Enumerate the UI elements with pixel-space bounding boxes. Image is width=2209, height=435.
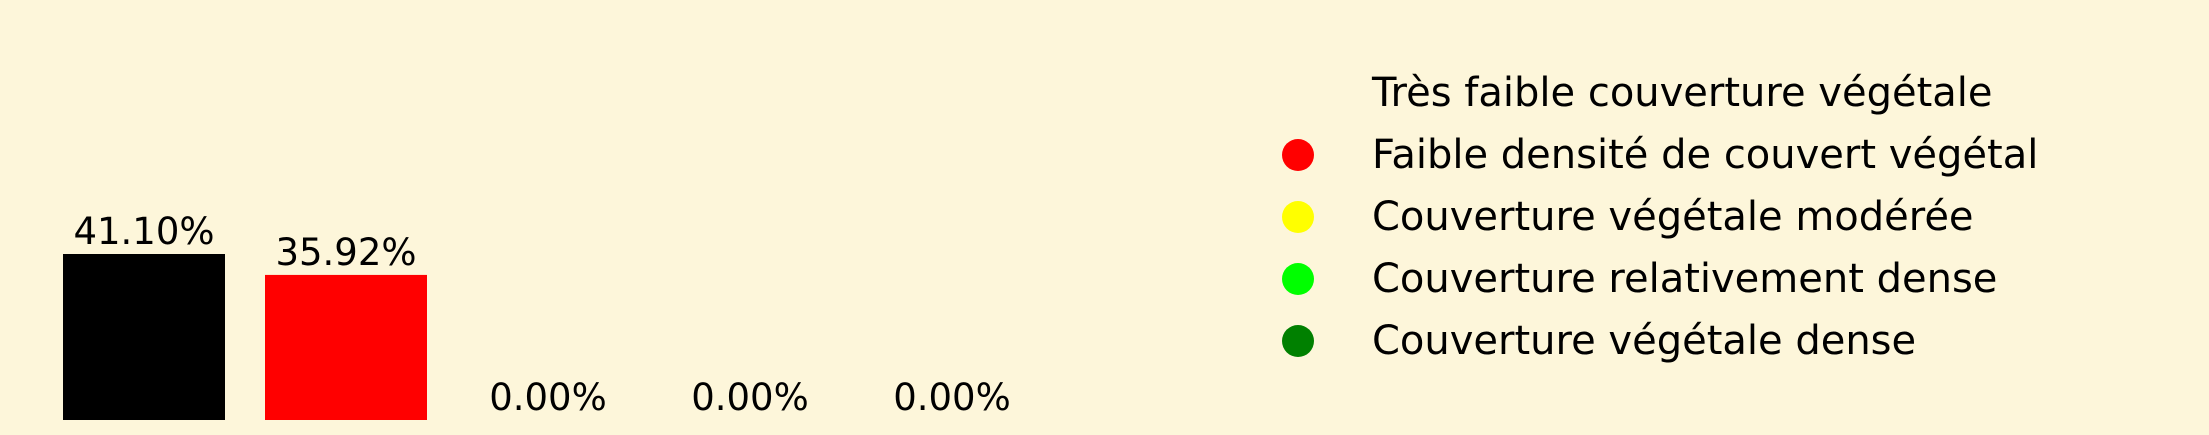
legend-item: Faible densité de couvert végétal	[1280, 124, 2038, 186]
legend-label: Couverture végétale modérée	[1372, 194, 1974, 240]
bar-value-label: 41.10%	[73, 210, 214, 253]
bar-value-label: 0.00%	[691, 376, 809, 419]
legend-label: Faible densité de couvert végétal	[1372, 132, 2039, 178]
bar	[63, 254, 225, 420]
legend-label: Très faible couverture végétale	[1372, 70, 1993, 116]
legend-label: Couverture végétale dense	[1372, 318, 1917, 364]
legend-item: Couverture végétale dense	[1280, 310, 1916, 372]
legend-marker	[1282, 201, 1314, 233]
legend-label: Couverture relativement dense	[1372, 256, 1998, 302]
bar	[265, 274, 427, 420]
legend-marker	[1282, 77, 1314, 109]
legend-item: Couverture relativement dense	[1280, 248, 1997, 310]
legend-marker	[1282, 139, 1314, 171]
legend-item: Couverture végétale modérée	[1280, 186, 1974, 248]
chart-legend: Très faible couverture végétale Faible d…	[1280, 62, 2038, 372]
legend-marker	[1282, 325, 1314, 357]
bar-value-label: 0.00%	[489, 376, 607, 419]
legend-item: Très faible couverture végétale	[1280, 62, 1993, 124]
legend-marker	[1282, 263, 1314, 295]
bar-value-label: 35.92%	[275, 231, 416, 274]
bar-value-label: 0.00%	[893, 376, 1011, 419]
bar-chart: 41.10% 35.92% 0.00% 0.00% 0.00%	[63, 210, 1011, 420]
